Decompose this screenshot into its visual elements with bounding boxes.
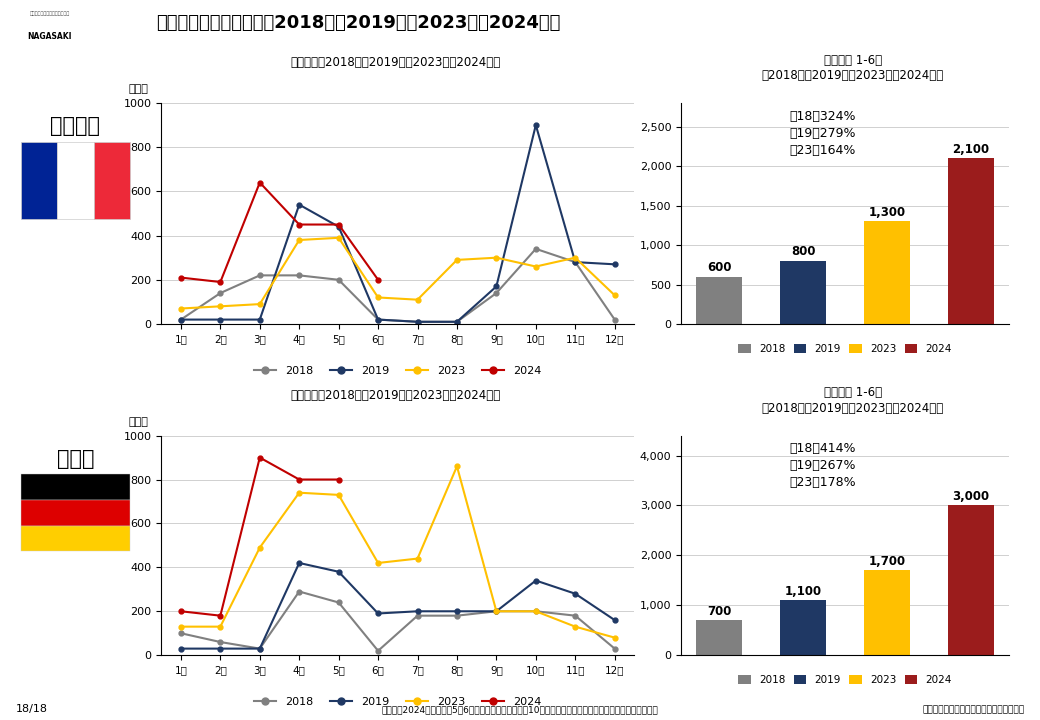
Bar: [947, 158, 994, 324]
Bar: [21, 526, 130, 551]
Text: 対18年324%
対19年279%
対23年164%: 対18年324% 対19年279% 対23年164%: [789, 109, 856, 156]
Text: ドイツ: ドイツ: [56, 449, 95, 469]
Text: 700: 700: [707, 605, 731, 618]
Bar: [864, 221, 910, 324]
Bar: [696, 620, 743, 655]
Text: 1,100: 1,100: [784, 585, 822, 598]
Text: 18/18: 18/18: [16, 704, 48, 714]
Text: 1,300: 1,300: [868, 206, 906, 219]
Text: ながしのそばに、暮らす世界へ: ながしのそばに、暮らす世界へ: [29, 11, 70, 16]
Bar: [780, 600, 826, 655]
Bar: [947, 505, 994, 655]
Text: 同期間比 1-6月: 同期間比 1-6月: [824, 53, 882, 66]
Bar: [21, 474, 130, 500]
Bar: [21, 142, 57, 219]
Bar: [696, 276, 743, 324]
Text: （注）　2024年の数値は5～6月速報値。表示の数値は10人単位を四捨五入。増加率は元データにより算出: （注） 2024年の数値は5～6月速報値。表示の数値は10人単位を四捨五入。増加…: [382, 706, 658, 714]
Legend: 2018, 2019, 2023, 2024: 2018, 2019, 2023, 2024: [734, 341, 956, 359]
Text: （2018年、2019年、2023年、2024年）: （2018年、2019年、2023年、2024年）: [761, 402, 944, 415]
Text: 3: 3: [110, 12, 127, 36]
Text: フランス: フランス: [50, 117, 101, 136]
Text: 資料：長崎市モバイル空間統計を基に作成: 資料：長崎市モバイル空間統計を基に作成: [922, 706, 1024, 714]
Text: 国別動向（同期間比較　2018年、2019年、2023年、2024年）: 国別動向（同期間比較 2018年、2019年、2023年、2024年）: [156, 14, 561, 32]
Text: NAGASAKI: NAGASAKI: [27, 32, 72, 41]
Text: 3,000: 3,000: [953, 490, 989, 503]
Text: （人）: （人）: [128, 84, 148, 94]
Legend: 2018, 2019, 2023, 2024: 2018, 2019, 2023, 2024: [250, 361, 546, 380]
Text: 2,100: 2,100: [953, 143, 989, 156]
Text: 600: 600: [707, 261, 731, 274]
Text: 対18年414%
対19年267%
対23年178%: 対18年414% 対19年267% 対23年178%: [789, 442, 856, 489]
Bar: [94, 142, 130, 219]
Text: 同期間比 1-6月: 同期間比 1-6月: [824, 386, 882, 399]
Bar: [864, 570, 910, 655]
Bar: [21, 500, 130, 526]
Text: 800: 800: [790, 246, 815, 258]
Text: 年間推移（2018年、2019年、2023年、2024年）: 年間推移（2018年、2019年、2023年、2024年）: [290, 56, 500, 69]
Text: 1,700: 1,700: [868, 554, 906, 567]
Text: 年間推移（2018年、2019年、2023年、2024年）: 年間推移（2018年、2019年、2023年、2024年）: [290, 389, 500, 402]
Text: （2018年、2019年、2023年、2024年）: （2018年、2019年、2023年、2024年）: [761, 69, 944, 82]
Text: （人）: （人）: [128, 417, 148, 427]
Legend: 2018, 2019, 2023, 2024: 2018, 2019, 2023, 2024: [734, 671, 956, 690]
Legend: 2018, 2019, 2023, 2024: 2018, 2019, 2023, 2024: [250, 692, 546, 711]
Bar: [57, 142, 94, 219]
Bar: [780, 261, 826, 324]
